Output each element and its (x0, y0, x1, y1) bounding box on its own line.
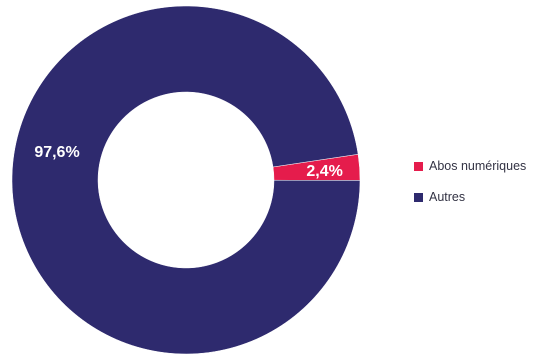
slice-autres[interactable] (11, 5, 361, 355)
legend-label-autres: Autres (429, 190, 466, 204)
legend-item-autres[interactable]: Autres (414, 187, 526, 207)
legend-item-abos-numeriques[interactable]: Abos numériques (414, 156, 526, 176)
donut-labels: 2,4% 97,6% (34, 144, 343, 180)
slice-label-autres: 97,6% (34, 144, 79, 161)
legend-swatch-abos-numeriques (414, 161, 423, 171)
slice-label-abos-numeriques: 2,4% (306, 163, 342, 180)
legend: Abos numériques Autres (414, 156, 526, 218)
legend-swatch-autres (414, 192, 423, 202)
legend-label-abos-numeriques: Abos numériques (429, 159, 527, 173)
donut-slices (11, 5, 361, 355)
